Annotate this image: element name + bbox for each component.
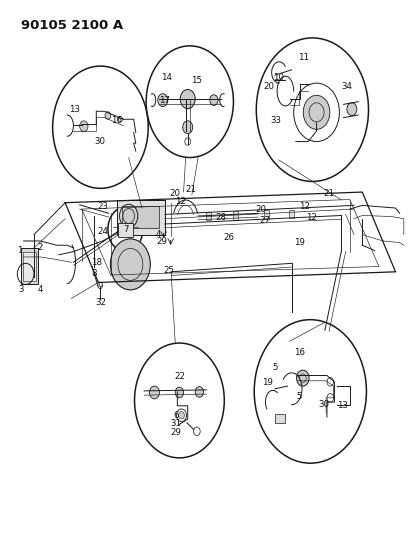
- Text: 5: 5: [272, 363, 278, 372]
- Text: 21: 21: [186, 185, 196, 194]
- Text: 33: 33: [270, 116, 281, 125]
- Circle shape: [303, 95, 330, 130]
- Circle shape: [111, 239, 150, 290]
- Text: 16: 16: [111, 116, 122, 125]
- Text: 22: 22: [175, 372, 186, 381]
- Text: 31: 31: [171, 419, 181, 428]
- Text: 32: 32: [96, 298, 107, 307]
- Text: 19: 19: [262, 378, 273, 387]
- Text: 6: 6: [173, 411, 179, 420]
- Bar: [122, 206, 159, 228]
- Text: 2: 2: [38, 244, 43, 253]
- Text: 4: 4: [38, 285, 43, 294]
- Text: 9: 9: [98, 281, 103, 290]
- Circle shape: [210, 95, 218, 106]
- Text: 34: 34: [341, 82, 352, 91]
- Bar: [21, 248, 38, 284]
- Text: 14: 14: [161, 73, 173, 82]
- Text: 90105 2100 A: 90105 2100 A: [21, 19, 123, 32]
- Text: 20: 20: [255, 205, 266, 214]
- Text: 8: 8: [91, 269, 97, 278]
- Text: 20: 20: [170, 189, 181, 198]
- Bar: [117, 200, 165, 235]
- Text: 30: 30: [94, 137, 105, 146]
- Circle shape: [347, 103, 357, 116]
- Text: 20: 20: [264, 82, 275, 91]
- Circle shape: [183, 121, 193, 134]
- Text: 29: 29: [156, 237, 167, 246]
- Circle shape: [158, 94, 168, 107]
- Circle shape: [178, 411, 184, 419]
- Circle shape: [296, 370, 309, 386]
- Text: 1: 1: [17, 246, 22, 255]
- Circle shape: [123, 208, 135, 223]
- Text: 7: 7: [123, 225, 129, 234]
- Text: 17: 17: [159, 96, 171, 105]
- Text: 28: 28: [216, 213, 226, 222]
- Bar: [233, 211, 238, 220]
- Bar: [206, 212, 211, 220]
- Text: 3: 3: [18, 285, 23, 294]
- Text: 10: 10: [273, 73, 284, 82]
- Circle shape: [195, 386, 203, 397]
- Bar: [289, 210, 294, 219]
- Circle shape: [80, 121, 88, 132]
- Text: 29: 29: [171, 428, 181, 437]
- Circle shape: [299, 374, 306, 382]
- Text: 18: 18: [91, 258, 102, 266]
- Bar: [275, 414, 285, 423]
- Text: 16: 16: [294, 348, 305, 357]
- Text: 5: 5: [296, 392, 302, 401]
- Circle shape: [180, 90, 195, 109]
- Circle shape: [149, 386, 159, 399]
- Circle shape: [175, 387, 183, 398]
- Text: 12: 12: [299, 203, 309, 212]
- Text: 30: 30: [319, 400, 329, 409]
- Text: 27: 27: [259, 216, 271, 225]
- Text: 21: 21: [324, 189, 334, 198]
- Text: 13: 13: [337, 401, 348, 410]
- Text: 12: 12: [175, 197, 186, 206]
- Text: 11: 11: [298, 53, 309, 62]
- Bar: [23, 252, 35, 281]
- Text: 23: 23: [97, 202, 108, 211]
- Text: 26: 26: [223, 233, 234, 242]
- Text: 19: 19: [294, 238, 305, 247]
- Circle shape: [105, 112, 111, 119]
- Text: 15: 15: [191, 76, 201, 85]
- Text: 12: 12: [306, 213, 317, 222]
- Text: 4: 4: [156, 230, 161, 239]
- Text: 25: 25: [163, 266, 175, 274]
- Text: 13: 13: [69, 105, 80, 114]
- Bar: [264, 211, 269, 219]
- Text: 24: 24: [97, 228, 108, 237]
- Bar: [118, 223, 133, 237]
